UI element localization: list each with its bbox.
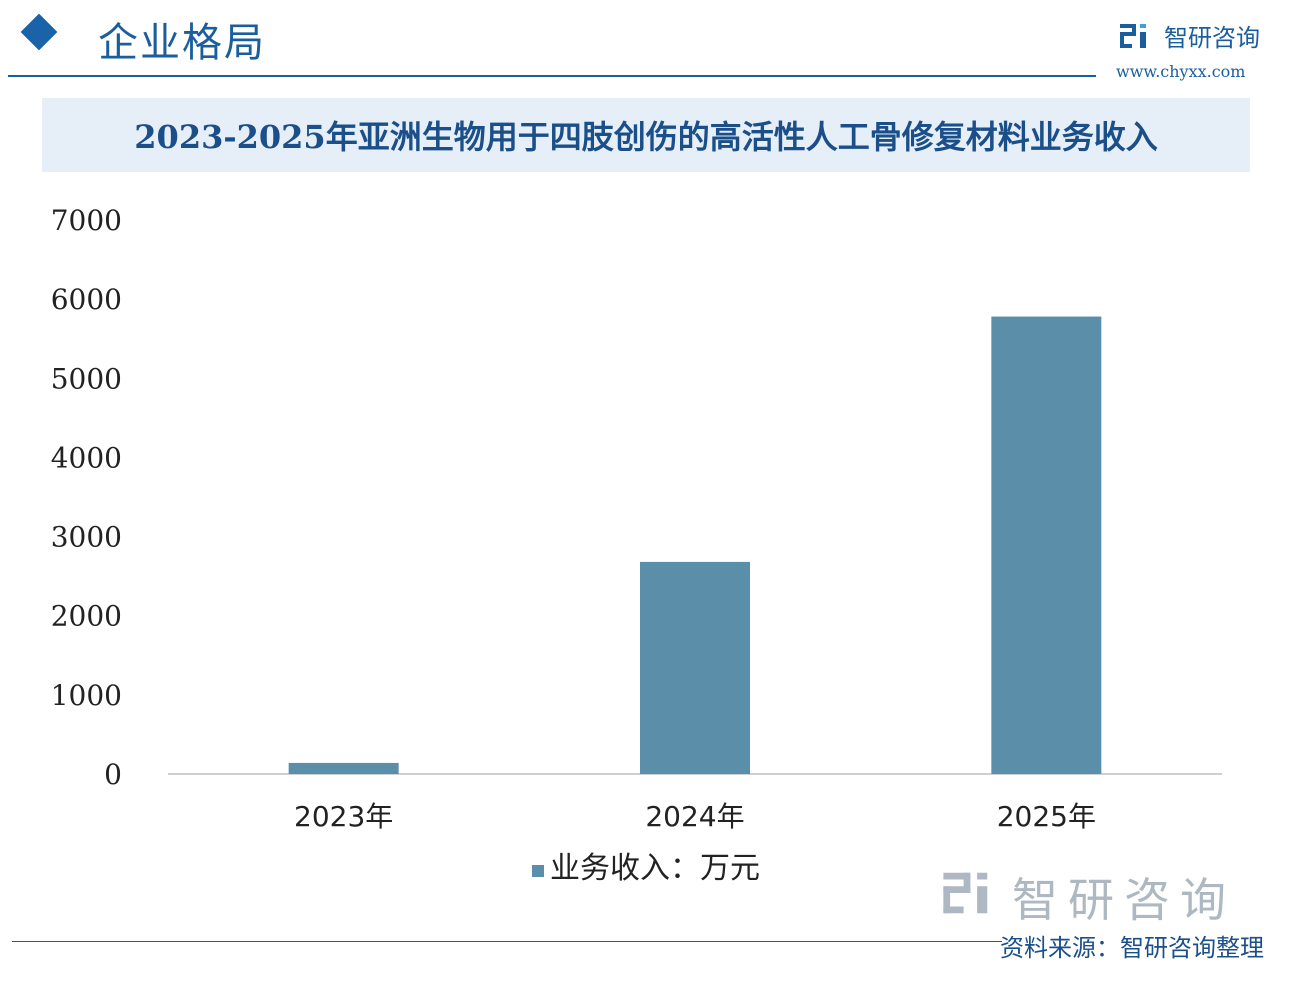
y-tick-label: 7000 [51, 204, 122, 237]
brand-name: 智研咨询 [1164, 24, 1260, 52]
y-tick-label: 2000 [51, 600, 122, 633]
footer-logo-icon [943, 872, 988, 914]
header-divider [8, 75, 1096, 77]
x-tick-label: 2025年 [997, 800, 1096, 833]
bar [288, 762, 399, 774]
section-title: 企业格局 [98, 20, 266, 66]
bar-chart: 0 1000 2000 3000 4000 5000 6000 7000 2023年 2024年 2… [51, 204, 1222, 886]
chart-title-band: 2023-2025年亚洲生物用于四肢创伤的高活性人工骨修复材料业务收入 [42, 98, 1250, 172]
footer-logo: 智研咨询 [940, 862, 1280, 927]
y-tick-label: 3000 [51, 521, 122, 554]
brand-url: www.chyxx.com [1116, 62, 1246, 81]
brand-icon [1120, 24, 1146, 48]
footer-logo-name: 智研咨询 [1012, 873, 1236, 927]
x-tick-label: 2024年 [645, 800, 744, 833]
source-note: 资料来源：智研咨询整理 [1000, 934, 1264, 962]
chart-title: 2023-2025年亚洲生物用于四肢创伤的高活性人工骨修复材料业务收入 [134, 118, 1158, 156]
diamond-icon [20, 13, 58, 51]
bar [991, 316, 1102, 774]
page-header: 企业格局 智研咨询 www.chyxx.com [0, 0, 1304, 81]
y-tick-label: 4000 [51, 441, 122, 474]
footer-divider [12, 941, 1002, 942]
legend-swatch [532, 865, 544, 877]
x-tick-label: 2023年 [294, 800, 393, 833]
y-tick-label: 6000 [51, 283, 122, 316]
y-tick-label: 5000 [51, 362, 122, 395]
y-tick-label: 0 [104, 758, 122, 791]
bar [640, 561, 750, 774]
y-tick-label: 1000 [51, 679, 122, 712]
legend-label: 业务收入：万元 [550, 851, 760, 886]
